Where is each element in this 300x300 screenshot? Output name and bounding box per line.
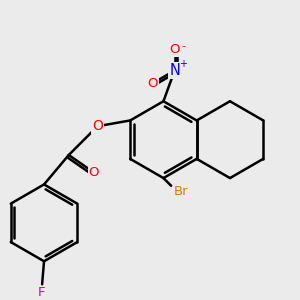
Text: +: + — [179, 59, 187, 69]
Text: -: - — [181, 41, 185, 51]
Text: F: F — [38, 286, 46, 299]
Text: Br: Br — [173, 185, 188, 198]
Text: O: O — [169, 43, 180, 56]
Text: O: O — [88, 166, 99, 179]
Text: N: N — [169, 63, 180, 78]
Text: O: O — [92, 119, 103, 133]
Text: O: O — [148, 76, 158, 90]
